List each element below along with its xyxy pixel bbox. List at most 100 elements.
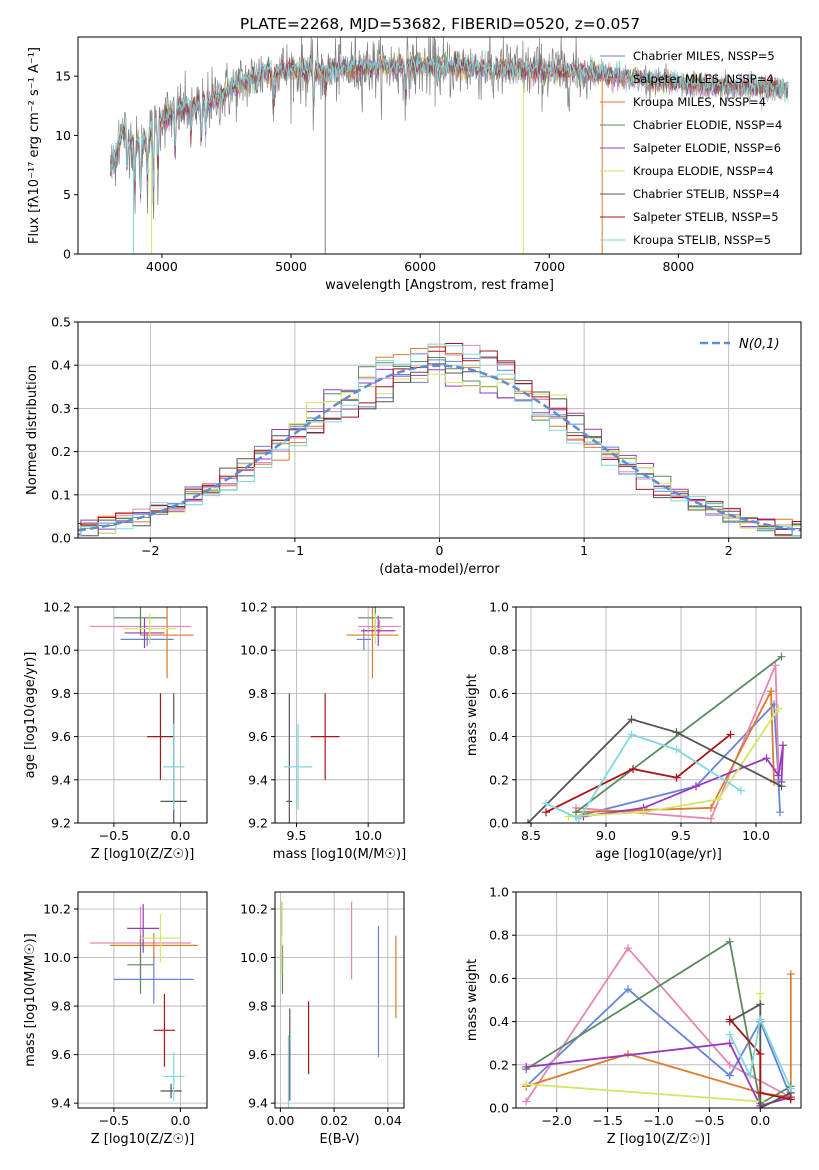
weight-marker [627,715,636,724]
x-tick-label: 9.0 [596,828,616,843]
plot-area [524,652,787,823]
panel-residuals: −2 −1 0 1 2 0.0 0.1 0.2 0.3 0.4 0.5 (data-model)/er… [25,315,802,577]
x-tick-label: −1 [286,543,304,558]
panel-weight-vs-Z: −2.0 −1.5 −1.0 −0.5 0.0 0.0 0.2 0.4 0.6 0.8 1.0 Z [… [465,885,802,1147]
x-tick-label: −2 [141,543,159,558]
y-tick-label: 10 [55,128,71,143]
x-tick-label: −0.5 [99,1113,129,1128]
weight-line [729,1018,791,1101]
x-tick-label: 0.0 [170,1113,190,1128]
y-tick-label: 10.0 [240,643,268,658]
legend-label: Salpeter MILES, NSSP=4 [633,72,774,86]
x-tick-label: 8000 [662,259,694,274]
y-tick-label: 9.4 [248,1096,268,1111]
weight-marker [737,786,745,795]
panel-mass-vs-Z: −0.5 0.0 9.4 9.6 9.8 10.0 10.2 Z [log10(Z/Z☉)] m… [23,891,208,1147]
weight-marker [777,652,786,661]
y-tick-label: 9.6 [51,1047,71,1062]
y-tick-label: 10.2 [43,901,71,916]
y-tick-label: 10.2 [240,901,268,916]
y-tick-label: 0.8 [489,928,509,943]
y-axis-label: mass [log10(M/M☉)] [23,933,38,1066]
weight-marker [725,1060,734,1069]
x-tick-label: 0.0 [750,1113,770,1128]
y-tick-label: 0.6 [489,686,509,701]
y-tick-label: 10.0 [43,950,71,965]
weight-marker [639,808,648,817]
weight-marker [756,1088,765,1097]
plot-area [283,607,402,823]
weight-marker [692,782,700,791]
y-tick-label: 9.6 [248,1047,268,1062]
y-tick-label: 9.6 [248,729,268,744]
x-axis-label: age [log10(age/yr)] [595,847,722,862]
y-tick-label: 10.2 [43,600,71,615]
legend-label: Salpeter ELODIE, NSSP=6 [633,141,781,155]
y-tick-label: 5 [63,187,71,202]
figure-title: PLATE=2268, MJD=53682, FIBERID=0520, z=0… [240,15,640,33]
weight-line [545,733,732,814]
weight-marker [522,1080,531,1089]
weight-marker [786,970,795,979]
y-tick-label: 0.0 [489,1101,509,1116]
weight-marker [672,728,681,737]
x-axis-label: Z [log10(Z/Z☉)] [607,1132,711,1147]
x-tick-label: 10.0 [354,828,382,843]
x-tick-label: 0.0 [170,828,190,843]
weight-marker [756,1015,765,1024]
panel-spectrum: 4000 5000 6000 7000 8000 0 5 10 15 wavelength [An… [27,36,802,293]
weight-marker [623,944,632,953]
x-tick-label: 9.5 [287,828,307,843]
legend-label: N(0,1) [739,337,780,352]
spectrum-model-line [109,50,789,195]
plot-area [89,904,198,1101]
y-tick-label: 0.1 [51,487,71,502]
weight-marker [725,1071,734,1080]
axes-frame [77,891,208,1109]
weight-line [575,702,781,818]
x-tick-label: 8.5 [521,828,541,843]
axes-frame [274,606,405,824]
y-tick-label: 0.2 [489,1057,509,1072]
y-tick-label: 0.4 [489,729,509,744]
y-axis-label: Normed distribution [25,365,40,495]
x-tick-label: −0.5 [99,828,129,843]
y-tick-label: 9.2 [51,816,71,831]
x-tick-label: 0.04 [374,1113,402,1128]
x-tick-label: −0.5 [694,1113,724,1128]
weight-line [525,940,792,1106]
y-tick-label: 10.0 [240,950,268,965]
plot-area [78,343,801,537]
axes-frame [77,36,802,255]
weight-marker [725,1030,734,1039]
legend-label: Chabrier MILES, NSSP=5 [633,49,775,63]
plot-area [89,607,194,823]
x-tick-label: 2 [725,543,733,558]
y-tick-label: 9.2 [248,816,268,831]
y-tick-label: 10.2 [240,600,268,615]
axes-frame [77,606,208,824]
weight-marker [756,1050,765,1058]
y-tick-label: 0.0 [51,531,71,546]
y-tick-label: 9.8 [248,686,268,701]
y-tick-label: 9.6 [51,729,71,744]
y-tick-label: 0.3 [51,401,71,416]
y-axis-label: age [log10(age/yr)] [23,652,38,779]
x-tick-label: 0.00 [266,1113,294,1128]
normal-curve [78,364,801,532]
weight-marker [756,1104,765,1108]
axes-frame [515,606,802,824]
panel-weight-vs-age: 8.5 9.0 9.5 10.0 0.0 0.2 0.4 0.6 0.8 1.0 age [log1… [465,600,802,862]
y-tick-label: 0.2 [51,444,71,459]
weight-marker [756,1000,765,1009]
weight-marker [774,771,783,780]
y-tick-label: 9.4 [51,772,71,787]
weight-marker [524,819,532,823]
weight-marker [774,704,783,713]
x-axis-label: mass [log10(M/M☉)] [273,847,406,862]
weight-marker [623,985,632,994]
weight-marker [629,765,637,773]
panel-age-vs-Z: −0.5 0.0 9.2 9.4 9.6 9.8 10.0 10.2 Z [log10(Z/Z☉… [23,600,208,862]
y-tick-label: 9.8 [248,999,268,1014]
weight-marker [672,745,681,754]
